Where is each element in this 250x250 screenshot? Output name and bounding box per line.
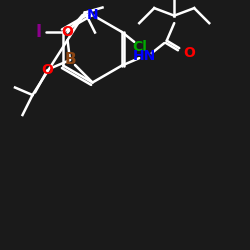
Text: B: B bbox=[64, 52, 76, 68]
Text: HN: HN bbox=[132, 48, 156, 62]
Text: N: N bbox=[87, 8, 98, 22]
Text: O: O bbox=[62, 26, 74, 40]
Text: O: O bbox=[42, 63, 54, 77]
Text: Cl: Cl bbox=[132, 40, 147, 54]
Text: O: O bbox=[183, 46, 195, 60]
Text: I: I bbox=[35, 23, 41, 41]
